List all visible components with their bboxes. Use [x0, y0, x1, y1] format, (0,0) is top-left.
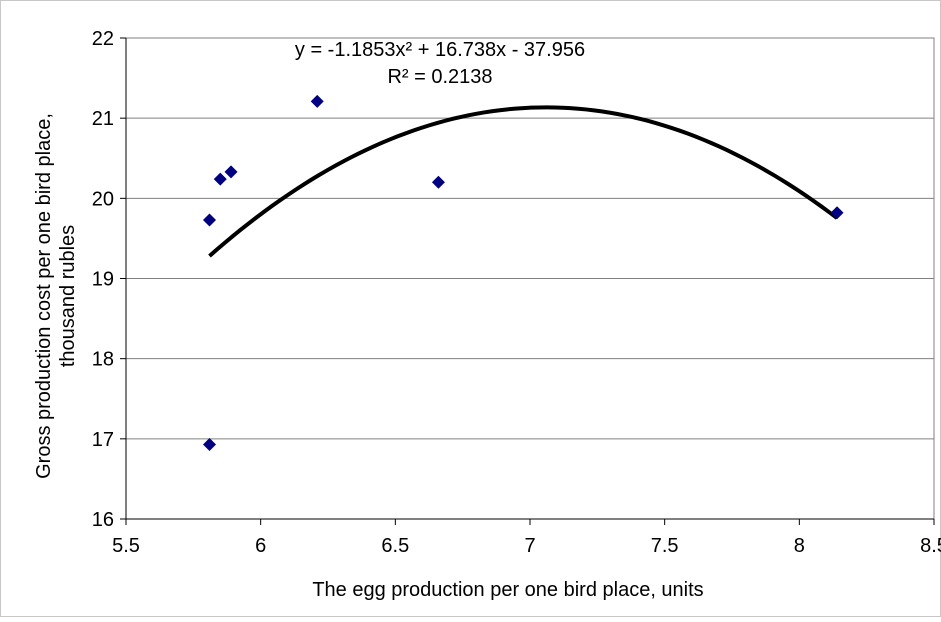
y-tick-label: 19	[92, 269, 114, 291]
y-tick-label: 20	[92, 188, 114, 210]
y-tick-label: 16	[92, 509, 114, 531]
x-tick-label: 8	[794, 535, 805, 557]
y-tick-label: 18	[92, 349, 114, 371]
x-tick-label: 6.5	[381, 535, 409, 557]
x-tick-label: 7.5	[651, 535, 679, 557]
x-tick-label: 8.5	[920, 535, 941, 557]
trendline-r-squared: R² = 0.2138	[387, 66, 492, 88]
y-axis-label-line-1: Gross production cost per one bird place…	[33, 113, 55, 479]
x-axis-label: The egg production per one bird place, u…	[312, 579, 703, 601]
y-axis-label-line-2: thousand rubles	[57, 225, 79, 367]
y-tick-label: 17	[92, 429, 114, 451]
x-tick-label: 6	[255, 535, 266, 557]
y-tick-label: 21	[92, 108, 114, 130]
trendline-equation: y = -1.1853x² + 16.738x - 37.956	[295, 39, 585, 61]
y-tick-label: 22	[92, 28, 114, 50]
x-tick-label: 7	[524, 535, 535, 557]
x-tick-label: 5.5	[112, 535, 140, 557]
